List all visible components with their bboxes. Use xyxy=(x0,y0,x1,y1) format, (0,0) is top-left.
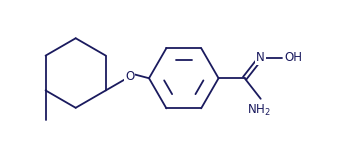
Text: NH$_2$: NH$_2$ xyxy=(247,103,271,118)
Text: O: O xyxy=(125,70,135,83)
Text: N: N xyxy=(256,51,265,64)
Text: OH: OH xyxy=(284,51,302,64)
